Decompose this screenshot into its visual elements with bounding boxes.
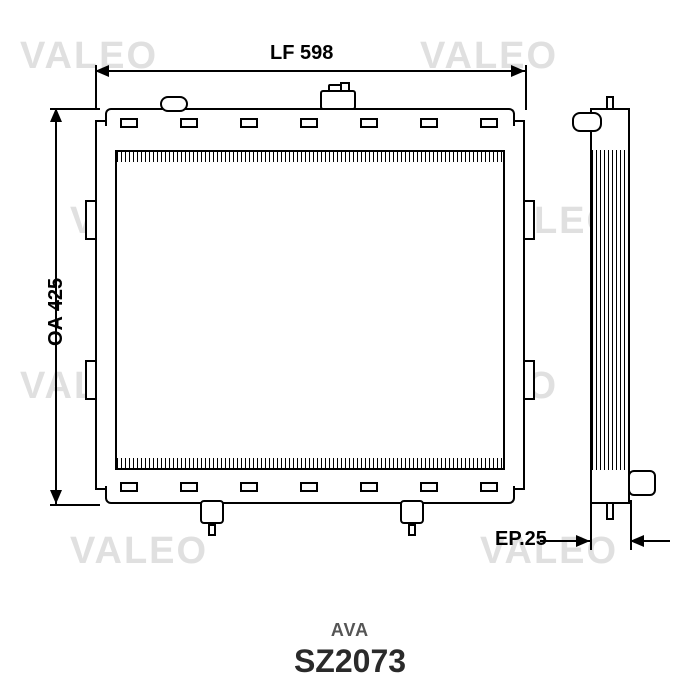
brand-name: AVA <box>0 620 700 641</box>
bolt-tab-bottom-0 <box>120 482 138 492</box>
bolt-tab-bottom-1 <box>180 482 198 492</box>
dim-width-label: LF 598 <box>270 42 333 65</box>
bolt-tab-top-2 <box>240 118 258 128</box>
bolt-tab-top-4 <box>360 118 378 128</box>
side-bracket-1 <box>85 360 97 400</box>
radiator-core <box>115 150 505 470</box>
dim-width-arrow-left <box>95 65 109 77</box>
bolt-tab-bottom-5 <box>420 482 438 492</box>
mount-bottom-1 <box>400 500 424 524</box>
dim-depth-tick-left <box>590 500 592 550</box>
bolt-tab-bottom-4 <box>360 482 378 492</box>
dim-height-arrow-down <box>50 490 62 504</box>
radiator-cap <box>320 90 356 110</box>
dim-depth-arrow-in-left <box>576 535 590 547</box>
core-hatch-top <box>117 152 503 162</box>
side-bottom-outlet <box>628 470 656 496</box>
inlet-neck <box>160 96 188 112</box>
bolt-tab-bottom-6 <box>480 482 498 492</box>
bolt-tab-top-5 <box>420 118 438 128</box>
dim-height-label: OA 425 <box>45 278 68 346</box>
side-bracket-3 <box>523 360 535 400</box>
dim-height-tick-bot <box>50 504 100 506</box>
dim-height-arrow-up <box>50 108 62 122</box>
side-top-outlet <box>572 112 602 132</box>
dim-depth-label: EP.25 <box>495 528 547 551</box>
bolt-tab-top-0 <box>120 118 138 128</box>
watermark-6: VALEO <box>70 530 208 573</box>
dim-width-line <box>95 70 525 72</box>
side-pin-top <box>606 96 614 110</box>
brand-footer: AVA SZ2073 <box>0 620 700 680</box>
core-hatch-bottom <box>117 458 503 468</box>
mount-bottom-0 <box>200 500 224 524</box>
bolt-tab-top-3 <box>300 118 318 128</box>
dim-width-arrow-right <box>511 65 525 77</box>
mount-bottom-pin-1 <box>408 524 416 536</box>
dim-width-tick-right <box>525 65 527 110</box>
dim-depth-arrow-in-right <box>630 535 644 547</box>
bolt-tab-bottom-2 <box>240 482 258 492</box>
side-core-hatch <box>592 150 628 470</box>
bolt-tab-top-1 <box>180 118 198 128</box>
bolt-tab-top-6 <box>480 118 498 128</box>
side-pin-bottom <box>606 502 614 520</box>
side-bracket-2 <box>523 200 535 240</box>
mount-pin-top <box>340 82 350 92</box>
mount-bottom-pin-0 <box>208 524 216 536</box>
part-number: SZ2073 <box>0 643 700 680</box>
side-bracket-0 <box>85 200 97 240</box>
bolt-tab-bottom-3 <box>300 482 318 492</box>
